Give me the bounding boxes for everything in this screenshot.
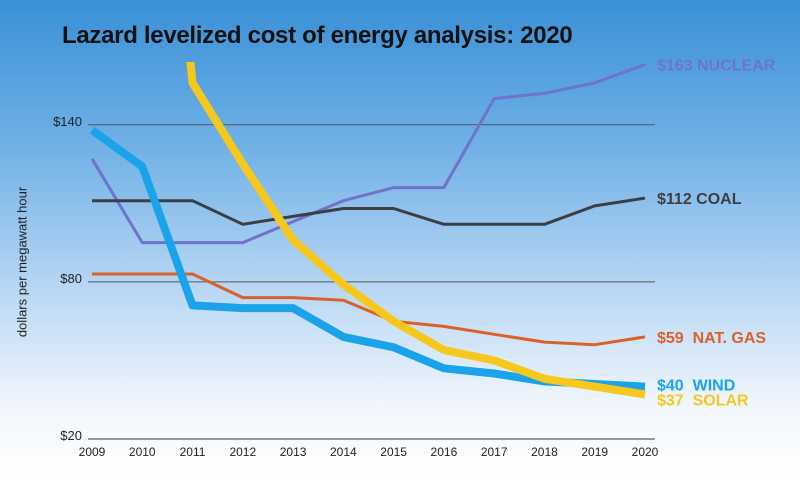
- series-line-nuclear: [90, 63, 646, 245]
- x-tick-label: 2014: [330, 445, 357, 459]
- series-line-nat-gas: [92, 272, 646, 347]
- y-tick-label: $140: [53, 114, 82, 129]
- chart-title: Lazard levelized cost of energy analysis…: [62, 22, 573, 49]
- end-label-nuclear: $163 NUCLEAR: [657, 58, 776, 75]
- x-tick-label: 2019: [581, 445, 608, 459]
- x-tick-label: 2009: [79, 445, 106, 459]
- series-line-wind: [89, 126, 646, 391]
- x-tick-label: 2012: [229, 445, 256, 459]
- end-label-coal: $112 COAL: [657, 191, 742, 208]
- x-tick-label: 2011: [180, 445, 206, 459]
- x-tick-label: 2020: [632, 445, 659, 459]
- y-tick-label: $20: [60, 428, 82, 443]
- y-tick-label: $80: [60, 271, 82, 286]
- x-tick-label: 2018: [531, 445, 558, 459]
- end-label-nat-gas: $59 NAT. GAS: [657, 330, 766, 347]
- series-line-coal: [92, 196, 646, 226]
- x-tick-label: 2015: [380, 445, 407, 459]
- x-tick-label: 2016: [431, 445, 458, 459]
- x-tick-label: 2010: [129, 445, 156, 459]
- x-tick-label: 2017: [481, 445, 508, 459]
- x-tick-label: 2013: [280, 445, 307, 459]
- series-line-solar: [186, 62, 646, 399]
- end-label-solar: $37 SOLAR: [657, 392, 749, 409]
- end-label-wind: $40 WIND: [657, 378, 735, 395]
